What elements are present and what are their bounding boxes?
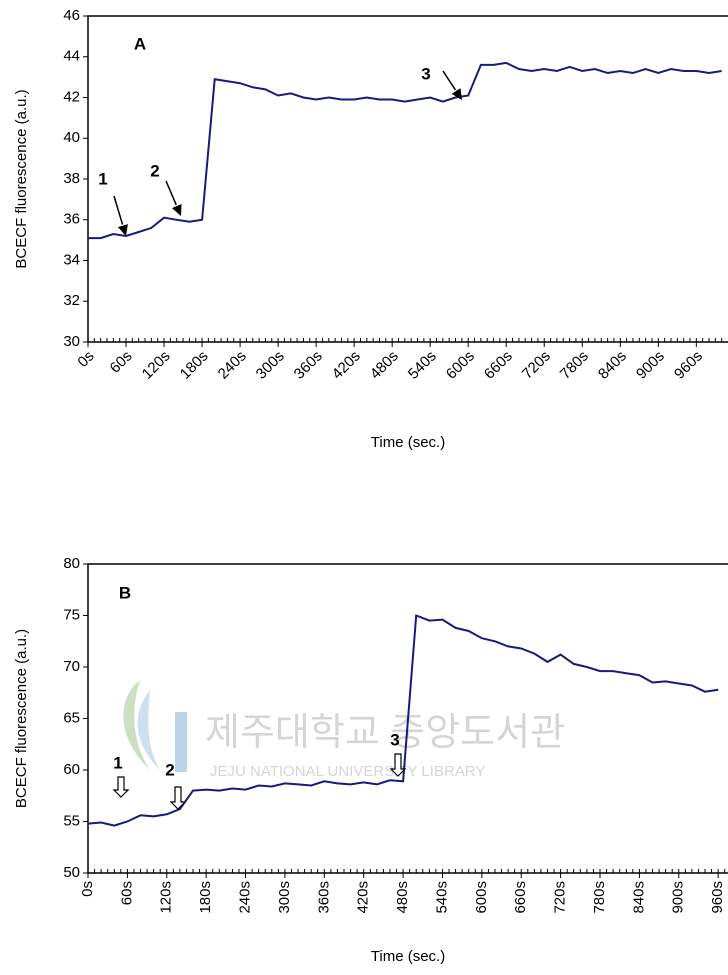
x-tick-label: 300s [253, 348, 288, 383]
data-line [88, 61, 722, 240]
x-tick-label: 60s [118, 881, 135, 905]
x-tick-label: 420s [355, 881, 372, 914]
y-tick-label: 38 [63, 170, 80, 187]
y-tick-label: 60 [63, 761, 80, 778]
x-tick-label: 0s [79, 881, 96, 897]
x-tick-label: 780s [557, 348, 592, 383]
y-tick-label: 80 [63, 555, 80, 572]
y-tick-label: 40 [63, 129, 80, 146]
x-tick-label: 300s [276, 881, 293, 914]
x-tick-label: 120s [139, 348, 174, 383]
watermark: 제주대학교 중앙도서관 JEJU NATIONAL UNIVERSITY LIB… [123, 680, 565, 780]
watermark-subtitle: JEJU NATIONAL UNIVERSITY LIBRARY [210, 763, 485, 780]
x-tick-label: 420s [329, 348, 364, 383]
x-tick-label: 900s [633, 348, 668, 383]
y-tick-label: 75 [63, 606, 80, 623]
x-tick-label: 360s [291, 348, 326, 383]
annotation: 2 [150, 161, 159, 180]
watermark-logo [123, 680, 150, 770]
annotation: 3 [421, 64, 430, 83]
y-axis-title: BCECF fluorescence (a.u.) [13, 89, 30, 268]
x-tick-label: 660s [481, 348, 516, 383]
x-tick-label: 120s [158, 881, 175, 914]
watermark-logo [175, 712, 187, 772]
arrow-head [451, 88, 462, 100]
arrow [442, 70, 457, 91]
y-tick-label: 44 [63, 48, 80, 65]
x-tick-label: 480s [394, 881, 411, 914]
annotation: B [119, 583, 131, 602]
x-tick-label: 600s [443, 348, 478, 383]
watermark-title: 제주대학교 중앙도서관 [205, 712, 565, 754]
x-axis-title: Time (sec.) [371, 948, 445, 965]
annotation: A [134, 34, 146, 53]
x-tick-label: 660s [512, 881, 529, 914]
x-tick-label: 960s [709, 881, 726, 914]
x-tick-label: 780s [591, 881, 608, 914]
y-tick-label: 55 [63, 812, 80, 829]
arrow [169, 786, 187, 810]
arrow [165, 180, 177, 206]
x-tick-label: 900s [670, 881, 687, 914]
arrow [389, 753, 407, 777]
x-tick-label: 480s [367, 348, 402, 383]
x-tick-label: 540s [405, 348, 440, 383]
x-tick-label: 0s [74, 348, 97, 371]
y-tick-label: 32 [63, 292, 80, 309]
y-tick-label: 36 [63, 211, 80, 228]
x-axis-title: Time (sec.) [371, 434, 445, 451]
y-tick-label: 50 [63, 864, 80, 881]
arrow-head [117, 224, 128, 236]
watermark-logo [137, 690, 160, 770]
x-tick-label: 960s [671, 348, 706, 383]
plot-frame [87, 15, 728, 343]
x-tick-label: 540s [433, 881, 450, 914]
x-tick-label: 180s [177, 348, 212, 383]
data-line [87, 614, 719, 827]
x-tick-label: 600s [473, 881, 490, 914]
y-tick-label: 70 [63, 658, 80, 675]
annotation: 3 [390, 730, 399, 749]
arrow [112, 776, 130, 798]
annotation: 1 [98, 169, 107, 188]
chart: 50 55 60 65 70 75 80 0s 60s 120s 180s 240s 300s 360s 4… [13, 555, 728, 965]
x-tick-label: 720s [519, 348, 554, 383]
y-tick-label: 34 [63, 251, 80, 268]
arrow [113, 195, 124, 225]
annotation: 1 [113, 753, 122, 772]
y-tick-label: 30 [63, 333, 80, 350]
y-tick-label: 65 [63, 709, 80, 726]
x-tick-label: 60s [107, 348, 136, 377]
y-tick-label: 42 [63, 88, 80, 105]
x-tick-label: 840s [595, 348, 630, 383]
x-tick-label: 180s [197, 881, 214, 914]
y-tick-label: 46 [63, 7, 80, 24]
x-tick-label: 360s [315, 881, 332, 914]
x-tick-label: 840s [630, 881, 647, 914]
x-tick-label: 720s [552, 881, 569, 914]
arrow-head [171, 204, 182, 216]
x-tick-label: 240s [215, 348, 250, 383]
y-axis-title: BCECF fluorescence (a.u.) [13, 629, 30, 808]
annotation: 2 [165, 760, 174, 779]
x-tick-label: 240s [237, 881, 254, 914]
